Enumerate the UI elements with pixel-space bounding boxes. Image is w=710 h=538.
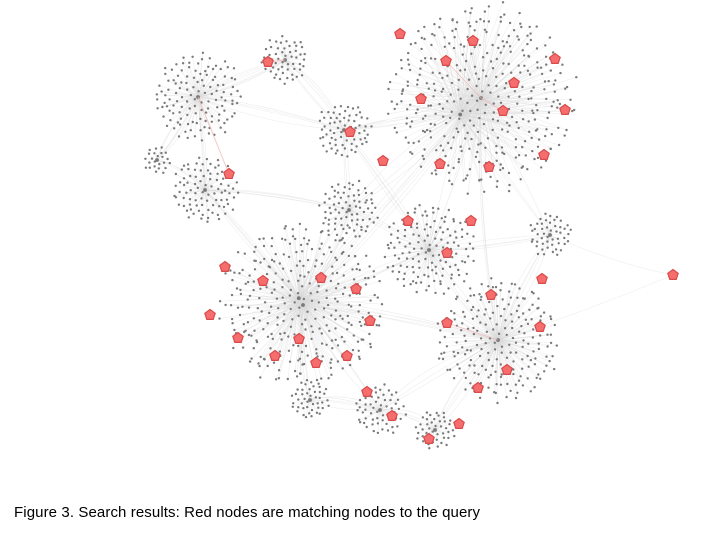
network-svg [0,0,710,498]
network-graph [0,0,710,498]
figure-caption: Figure 3. Search results: Red nodes are … [14,504,480,521]
